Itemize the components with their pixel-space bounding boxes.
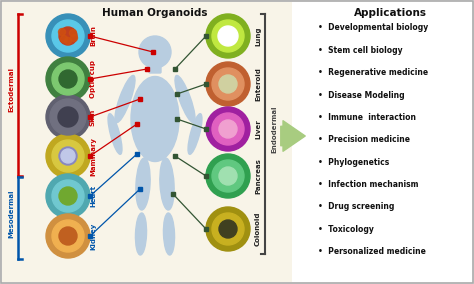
Text: Heart: Heart — [90, 185, 96, 207]
Ellipse shape — [175, 76, 195, 123]
Text: •  Drug screening: • Drug screening — [318, 202, 394, 211]
Ellipse shape — [188, 114, 202, 154]
Circle shape — [61, 149, 75, 163]
Circle shape — [59, 187, 77, 205]
Text: Lung: Lung — [255, 26, 261, 46]
Text: Liver: Liver — [255, 119, 261, 139]
Circle shape — [206, 154, 250, 198]
Circle shape — [59, 27, 77, 45]
Circle shape — [212, 213, 244, 245]
Circle shape — [46, 174, 90, 218]
Circle shape — [219, 167, 237, 185]
Text: Skin: Skin — [90, 108, 96, 126]
Circle shape — [46, 214, 90, 258]
Circle shape — [58, 107, 78, 127]
Circle shape — [64, 37, 72, 45]
Text: Mesodermal: Mesodermal — [8, 190, 14, 238]
Text: •  Infection mechanism: • Infection mechanism — [318, 180, 419, 189]
Ellipse shape — [131, 76, 179, 162]
Circle shape — [219, 120, 237, 138]
Text: •  Phylogenetics: • Phylogenetics — [318, 158, 389, 167]
Circle shape — [219, 75, 237, 93]
Text: •  Stem cell biology: • Stem cell biology — [318, 46, 402, 55]
Text: •  Personalized medicine: • Personalized medicine — [318, 247, 426, 256]
Circle shape — [52, 220, 84, 252]
Circle shape — [206, 62, 250, 106]
FancyArrowPatch shape — [281, 121, 305, 151]
Text: Kidney: Kidney — [90, 222, 96, 250]
Circle shape — [59, 227, 77, 245]
Text: Brain: Brain — [90, 26, 96, 47]
Circle shape — [219, 220, 237, 238]
Ellipse shape — [115, 76, 135, 123]
Text: •  Disease Modeling: • Disease Modeling — [318, 91, 405, 100]
Text: Optic cup: Optic cup — [90, 60, 96, 98]
Ellipse shape — [108, 114, 122, 154]
Circle shape — [212, 160, 244, 192]
Circle shape — [59, 70, 77, 88]
Text: Human Organoids: Human Organoids — [102, 8, 208, 18]
Circle shape — [71, 34, 78, 41]
Circle shape — [206, 107, 250, 151]
Text: •  Immune  interaction: • Immune interaction — [318, 113, 416, 122]
Circle shape — [70, 30, 76, 37]
Circle shape — [52, 63, 84, 95]
Circle shape — [212, 113, 244, 145]
Text: Pancreas: Pancreas — [255, 158, 261, 194]
Circle shape — [212, 68, 244, 100]
Text: •  Toxicology: • Toxicology — [318, 225, 374, 234]
FancyBboxPatch shape — [149, 57, 161, 73]
Ellipse shape — [160, 158, 174, 210]
Ellipse shape — [136, 213, 146, 255]
Circle shape — [52, 180, 84, 212]
Text: •  Regenerative medicine: • Regenerative medicine — [318, 68, 428, 77]
Circle shape — [206, 207, 250, 251]
Text: Applications: Applications — [354, 8, 427, 18]
Ellipse shape — [164, 213, 174, 255]
Circle shape — [46, 134, 90, 178]
Circle shape — [212, 20, 244, 52]
Circle shape — [218, 26, 238, 46]
Circle shape — [58, 28, 65, 36]
Text: Endodermal: Endodermal — [271, 105, 277, 153]
FancyBboxPatch shape — [2, 2, 292, 282]
Text: •  Developmental biology: • Developmental biology — [318, 24, 428, 32]
Text: Mammary: Mammary — [90, 137, 96, 176]
Ellipse shape — [136, 158, 150, 210]
Circle shape — [46, 14, 90, 58]
Circle shape — [52, 140, 84, 172]
Circle shape — [59, 147, 77, 165]
Circle shape — [61, 36, 67, 43]
Circle shape — [52, 20, 84, 52]
Circle shape — [46, 95, 90, 139]
Circle shape — [206, 14, 250, 58]
Circle shape — [46, 57, 90, 101]
Text: Colonoid: Colonoid — [255, 212, 261, 246]
Text: Ectodermal: Ectodermal — [8, 66, 14, 112]
Text: •  Precision medicine: • Precision medicine — [318, 135, 410, 144]
Circle shape — [139, 36, 171, 68]
Text: Enteroid: Enteroid — [255, 67, 261, 101]
Circle shape — [50, 99, 86, 135]
